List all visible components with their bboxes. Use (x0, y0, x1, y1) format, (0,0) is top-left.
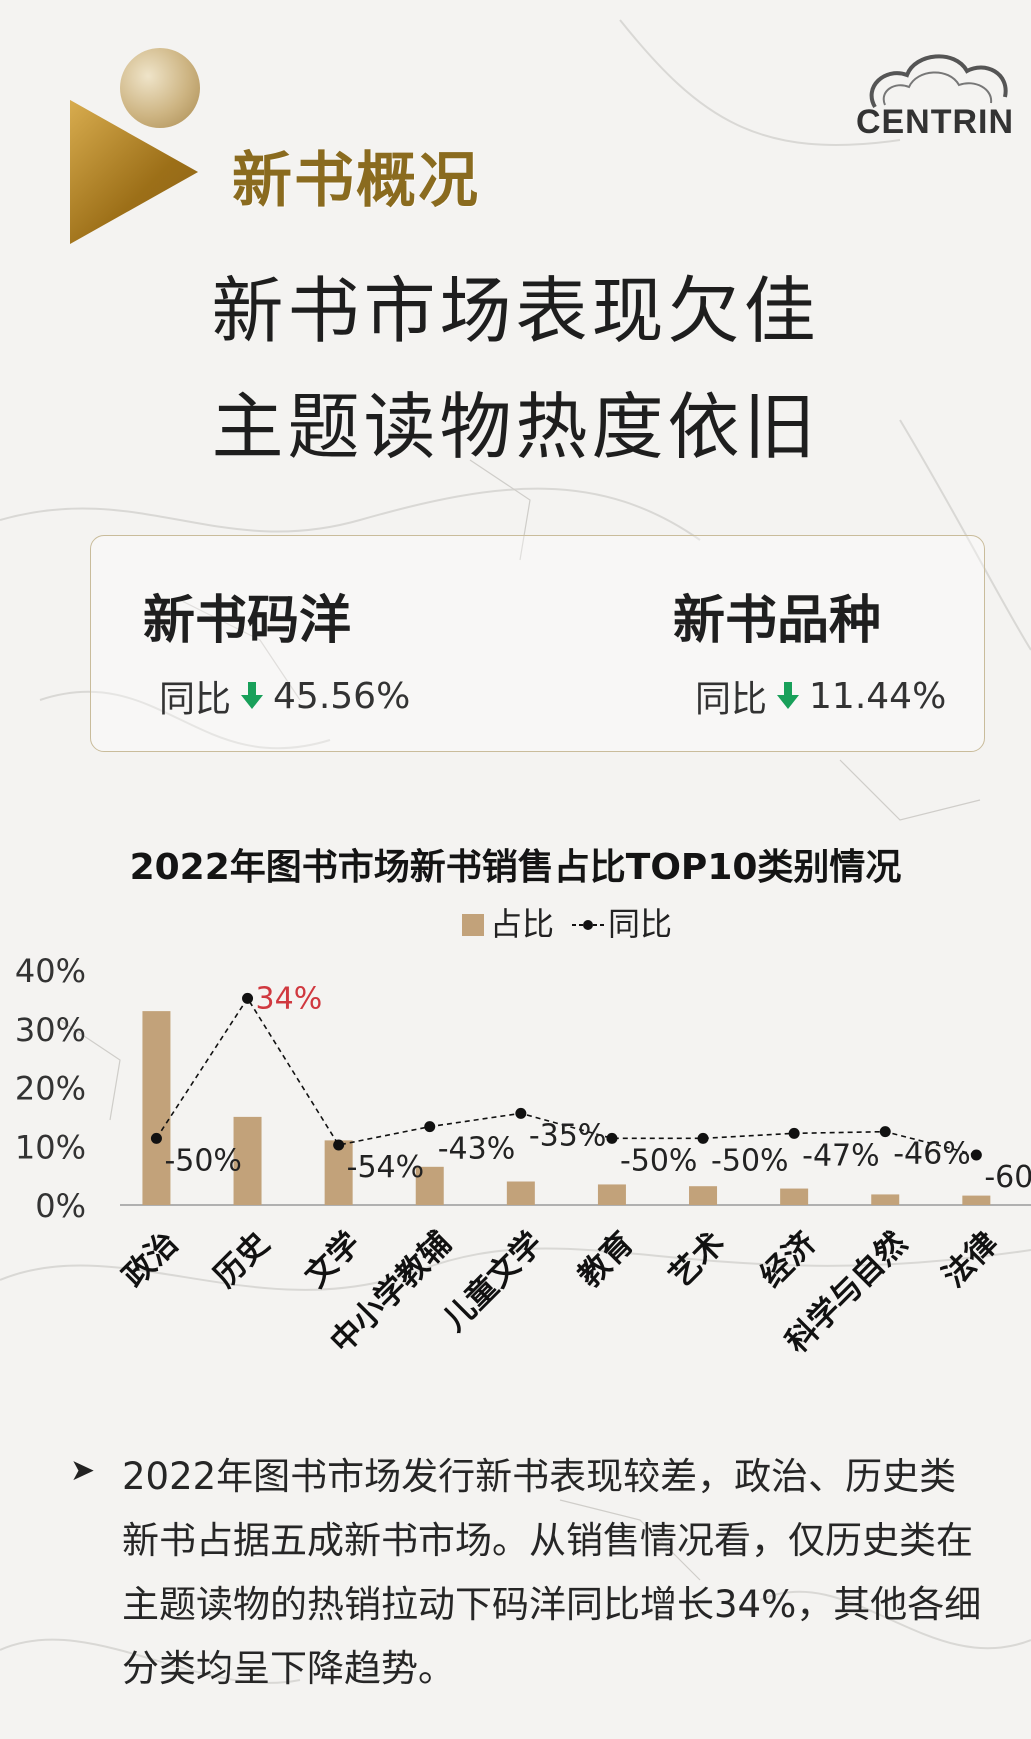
stat-sales-value: 45.56% (273, 675, 411, 717)
line-data-label: -46% (893, 1137, 971, 1172)
bar-儿童文学 (506, 1181, 535, 1205)
summary-text: 2022年图书市场发行新书表现较差，政治、历史类新书占据五成新书市场。从销售情况… (122, 1455, 982, 1690)
line-series-path (155, 996, 977, 1156)
bar-经济 (780, 1188, 809, 1205)
stat-variety-value: 11.44% (809, 675, 947, 717)
y-tick-label: 0% (35, 1187, 86, 1225)
legend-line-label: 同比 (608, 905, 672, 943)
bar-政治 (142, 1011, 171, 1205)
line-point-历史 (242, 992, 254, 1004)
line-data-label: -43% (438, 1132, 516, 1167)
headline-line-1: 新书市场表现欠佳 (211, 269, 820, 353)
line-point-法律 (970, 1149, 982, 1161)
x-category-label: 经济 (754, 1224, 824, 1294)
bar-文学 (324, 1140, 353, 1205)
chart-title: 2022年图书市场新书销售占比TOP10类别情况 (129, 847, 902, 888)
arrow-down-icon (777, 682, 800, 709)
x-category-label: 历史 (207, 1225, 276, 1294)
stat-sales-yoy: 同比 45.56% (159, 670, 410, 722)
line-data-label: -54% (347, 1150, 425, 1185)
legend-bar-swatch (462, 914, 484, 936)
logo-text: CENTRIN (856, 103, 1014, 141)
line-data-label: -35% (529, 1118, 607, 1153)
line-point-中小学教辅 (424, 1121, 436, 1133)
stats-panel: 新书码洋 同比 45.56% 新书品种 同比 11.44% (90, 535, 985, 752)
line-data-label: -60% (984, 1160, 1031, 1195)
x-category-label: 儿童文学 (436, 1225, 549, 1338)
line-data-label: -47% (802, 1138, 880, 1173)
line-data-label: -50% (164, 1143, 242, 1178)
bar-法律 (962, 1195, 991, 1205)
line-point-科学与自然 (879, 1126, 891, 1138)
stat-variety-yoy: 同比 11.44% (695, 670, 946, 722)
y-tick-label: 40% (15, 952, 86, 990)
legend-line-marker (583, 920, 593, 930)
x-category-label: 文学 (298, 1225, 367, 1294)
bar-line-chart: 占比 同比 40% 30% 20% 10% 0% -50% 34% -54% -43% -35% -50… (15, 905, 1031, 1360)
section-title: 新书概况 (232, 146, 480, 216)
bullet-arrow-icon: ➤ (70, 1453, 96, 1488)
y-tick-label: 30% (15, 1011, 86, 1049)
bar-教育 (597, 1184, 626, 1205)
line-point-经济 (788, 1127, 800, 1139)
line-point-儿童文学 (515, 1107, 527, 1119)
line-data-label: -50% (711, 1143, 789, 1178)
stat-variety-label: 新书品种 (673, 591, 882, 651)
y-tick-label: 20% (15, 1070, 86, 1108)
line-point-教育 (606, 1132, 618, 1144)
legend-bar-label: 占比 (490, 905, 554, 943)
bar-中小学教辅 (415, 1166, 444, 1205)
x-category-label: 教育 (571, 1225, 640, 1294)
y-tick-label: 10% (15, 1128, 86, 1166)
bar-艺术 (689, 1186, 718, 1205)
stat-variety-yoy-label: 同比 (695, 679, 768, 720)
stat-sales-yoy-label: 同比 (159, 679, 232, 720)
arrow-down-icon (241, 682, 264, 709)
line-point-文学 (333, 1139, 345, 1151)
centrin-logo: CENTRIN (856, 54, 1014, 141)
bar-科学与自然 (871, 1194, 900, 1205)
line-data-label: -50% (620, 1143, 698, 1178)
line-point-艺术 (697, 1132, 709, 1144)
x-category-label: 艺术 (663, 1225, 732, 1294)
x-category-label: 政治 (116, 1225, 185, 1294)
x-category-label: 法律 (936, 1225, 1005, 1294)
line-point-政治 (150, 1132, 162, 1144)
line-data-label: 34% (256, 981, 323, 1016)
bar-历史 (233, 1116, 262, 1205)
stat-sales-label: 新书码洋 (143, 591, 352, 651)
headline-line-2: 主题读物热度依旧 (211, 385, 820, 469)
